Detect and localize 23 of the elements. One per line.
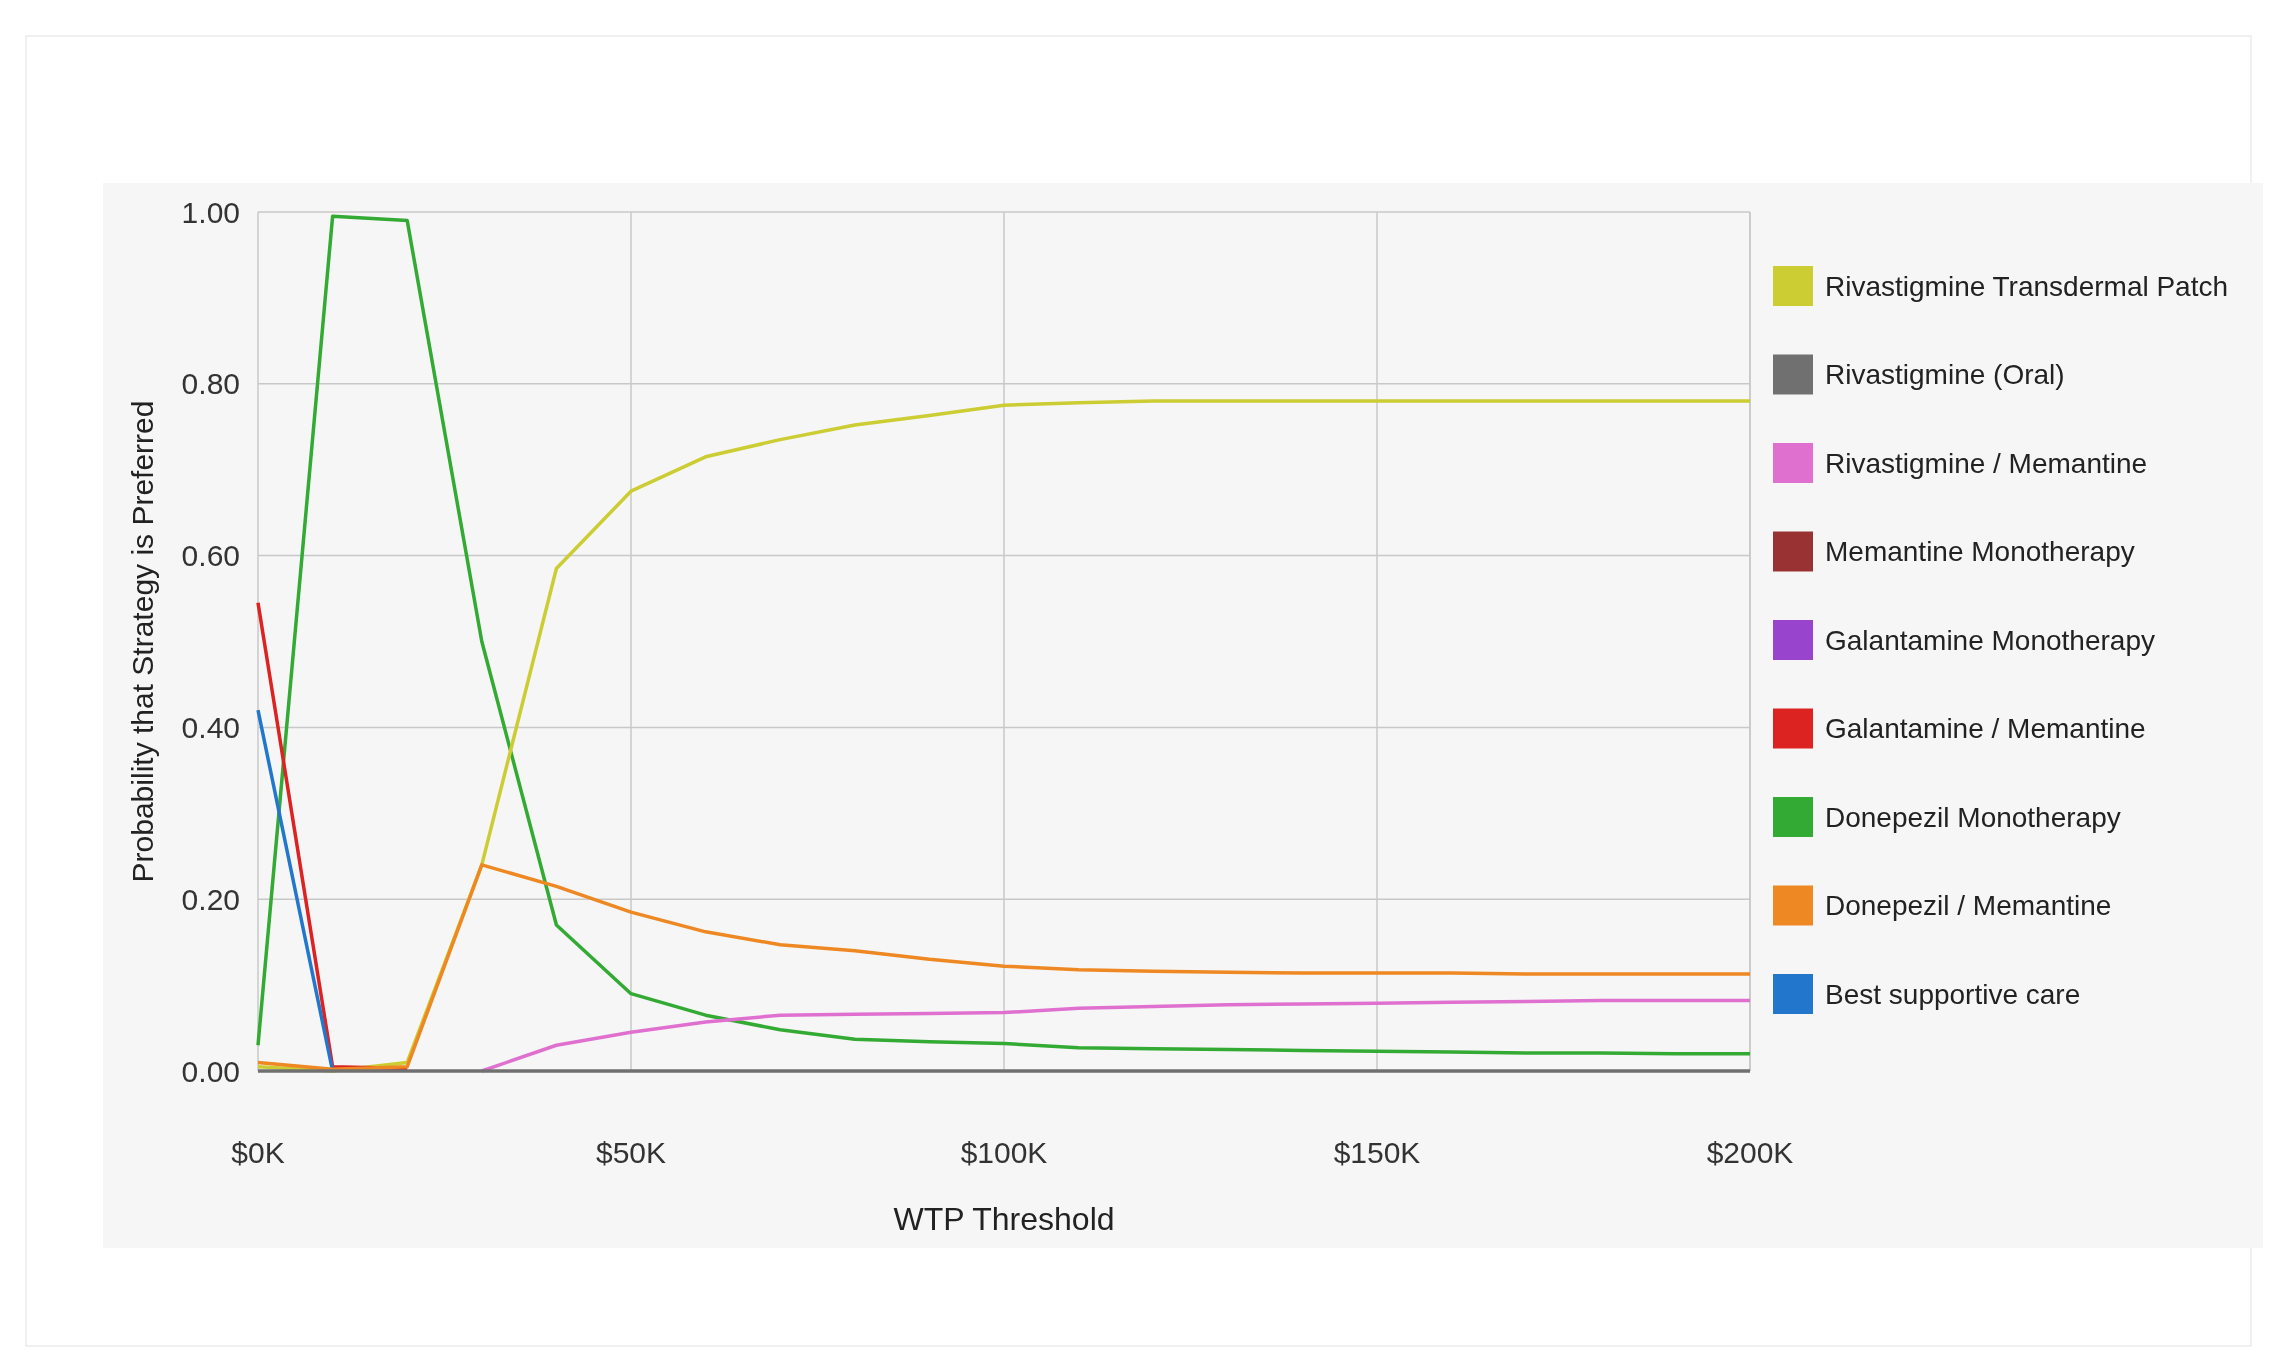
legend-label: Rivastigmine / Memantine <box>1825 447 2148 479</box>
x-tick-label: $50K <box>595 1136 667 1169</box>
legend-label: Memantine Monotherapy <box>1825 536 2135 568</box>
y-tick-label: 0.20 <box>181 882 240 916</box>
y-axis-title: Probability that Strategy is Preferred <box>126 400 159 883</box>
y-tick-label: 0.80 <box>181 367 240 401</box>
legend-label: Galantamine / Memantine <box>1825 713 2146 745</box>
line-series <box>256 863 1752 1072</box>
x-tick-label: $150K <box>1333 1136 1421 1169</box>
x-tick-label: $200K <box>1706 1136 1794 1169</box>
y-tick-label: 0.40 <box>181 710 240 744</box>
y-tick-label: 0.60 <box>181 539 240 573</box>
legend-label: Donepezil Monotherapy <box>1825 801 2121 833</box>
legend-label: Galantamine Monotherapy <box>1825 624 2155 656</box>
x-tick-label: $100K <box>960 1136 1048 1169</box>
legend-label: Best supportive care <box>1825 978 2081 1010</box>
x-tick-label: $0K <box>231 1136 285 1169</box>
y-tick-label: 0.00 <box>181 1054 240 1088</box>
y-tick-label: 1.00 <box>181 195 240 229</box>
legend-label: Rivastigmine (Oral) <box>1825 359 2065 391</box>
legend-label: Rivastigmine Transdermal Patch <box>1825 270 2229 302</box>
x-axis-title: WTP Threshold <box>893 1201 1115 1237</box>
legend-label: Donepezil / Memantine <box>1825 890 2112 922</box>
